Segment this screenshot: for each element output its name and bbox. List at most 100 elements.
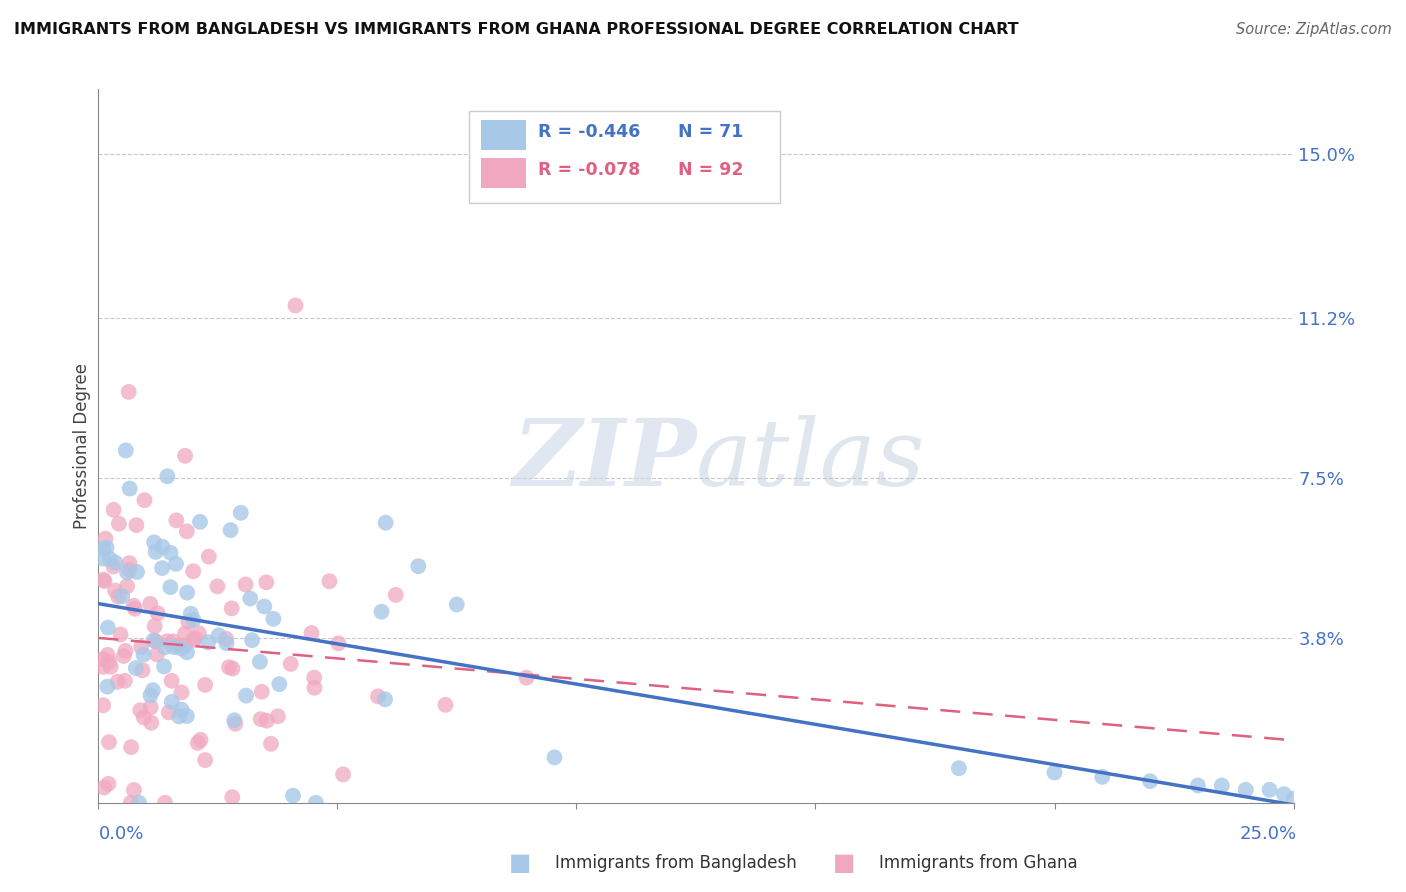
Point <box>118 384 141 399</box>
Point <box>104 556 127 570</box>
Point <box>284 298 307 312</box>
Point <box>91 541 114 556</box>
Point <box>1211 779 1233 793</box>
Point <box>142 683 165 698</box>
Text: Source: ZipAtlas.com: Source: ZipAtlas.com <box>1236 22 1392 37</box>
Point <box>91 652 114 666</box>
Point <box>446 598 468 612</box>
Point <box>305 796 328 810</box>
Point <box>183 632 205 647</box>
Point <box>125 661 148 675</box>
Point <box>280 657 302 671</box>
Point <box>215 636 238 650</box>
Point <box>165 513 187 527</box>
Point <box>157 706 180 720</box>
Point <box>97 648 120 662</box>
Point <box>114 673 136 688</box>
Point <box>143 619 166 633</box>
Point <box>125 518 148 533</box>
Point <box>384 588 406 602</box>
Point <box>184 632 207 646</box>
Point <box>118 556 141 570</box>
Point <box>98 735 121 749</box>
Point <box>215 632 238 646</box>
Point <box>115 566 138 580</box>
Point <box>183 613 205 627</box>
Point <box>269 677 291 691</box>
Point <box>188 515 211 529</box>
Point <box>221 790 243 805</box>
Point <box>153 640 176 655</box>
Point <box>120 740 142 755</box>
Point <box>176 524 198 539</box>
Point <box>153 659 176 673</box>
Point <box>97 777 120 791</box>
Point <box>174 626 197 640</box>
Point <box>219 523 242 537</box>
Text: N = 92: N = 92 <box>678 161 744 178</box>
Point <box>139 597 162 611</box>
Point <box>98 655 121 669</box>
Point <box>166 639 188 653</box>
Point <box>180 607 202 621</box>
Point <box>122 783 145 797</box>
Point <box>96 541 118 555</box>
Point <box>152 540 174 554</box>
Point <box>374 516 396 530</box>
Point <box>254 575 277 590</box>
Point <box>207 579 229 593</box>
Point <box>302 671 325 685</box>
Point <box>125 565 148 579</box>
Point <box>1292 796 1315 810</box>
Point <box>198 549 221 564</box>
Point <box>114 443 136 458</box>
Point <box>100 660 122 674</box>
Point <box>240 633 263 648</box>
Point <box>146 648 169 662</box>
Text: R = -0.446: R = -0.446 <box>538 123 641 141</box>
Point <box>134 493 156 508</box>
Point <box>235 689 257 703</box>
Y-axis label: Professional Degree: Professional Degree <box>73 363 91 529</box>
Point <box>177 615 200 629</box>
Point <box>543 750 565 764</box>
Point <box>332 767 354 781</box>
Point <box>1043 765 1066 780</box>
Point <box>367 690 389 704</box>
Point <box>328 636 350 650</box>
Text: ZIP: ZIP <box>512 416 696 505</box>
Point <box>156 469 179 483</box>
Point <box>197 635 219 649</box>
Point <box>235 577 257 591</box>
FancyBboxPatch shape <box>481 120 526 150</box>
Point <box>142 633 165 648</box>
Point <box>218 660 240 674</box>
Point <box>262 612 284 626</box>
Text: ■: ■ <box>509 852 531 875</box>
Text: R = -0.078: R = -0.078 <box>538 161 641 178</box>
Point <box>181 564 204 578</box>
Text: 25.0%: 25.0% <box>1239 825 1296 843</box>
Point <box>118 482 141 496</box>
Point <box>515 671 537 685</box>
Point <box>194 678 217 692</box>
Point <box>176 645 198 659</box>
Point <box>408 559 430 574</box>
Point <box>145 634 167 648</box>
Point <box>93 574 115 588</box>
Point <box>190 732 212 747</box>
Point <box>267 709 290 723</box>
Point <box>124 601 146 615</box>
Point <box>107 590 129 604</box>
Point <box>250 684 273 698</box>
Point <box>91 573 114 587</box>
Point <box>256 714 278 728</box>
Point <box>153 796 176 810</box>
Point <box>97 621 120 635</box>
Point <box>91 659 114 673</box>
Point <box>91 551 114 566</box>
Point <box>229 506 252 520</box>
Point <box>111 589 134 603</box>
Text: atlas: atlas <box>696 416 925 505</box>
Point <box>139 700 162 714</box>
